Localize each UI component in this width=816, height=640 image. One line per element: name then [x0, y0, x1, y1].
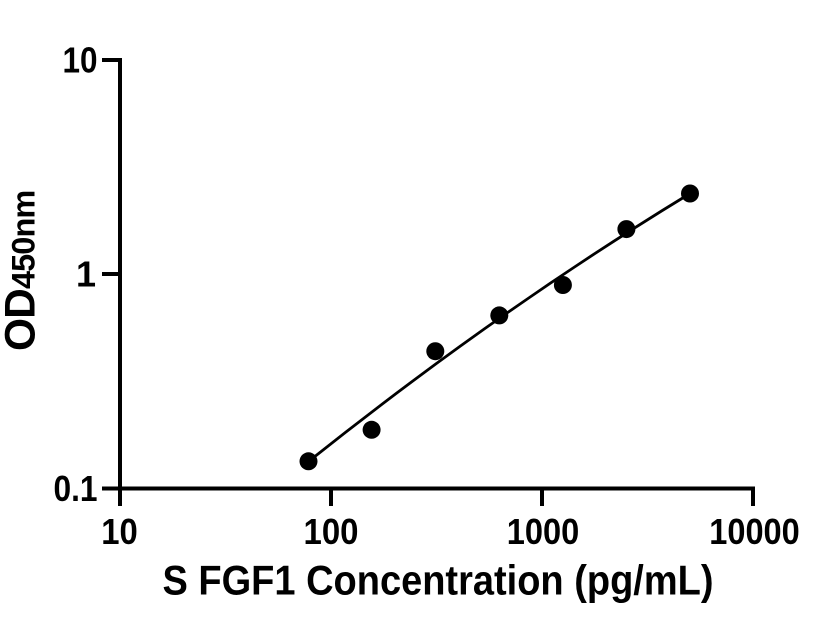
svg-text:10: 10 [63, 40, 98, 81]
svg-text:1: 1 [76, 254, 96, 295]
svg-text:S FGF1 Concentration (pg/mL): S FGF1 Concentration (pg/mL) [163, 557, 714, 604]
svg-text:100: 100 [304, 511, 359, 552]
svg-text:OD450nm: OD450nm [0, 191, 45, 351]
svg-text:10: 10 [101, 511, 138, 552]
svg-text:10000: 10000 [709, 511, 800, 552]
svg-text:1000: 1000 [507, 511, 580, 552]
svg-text:0.1: 0.1 [54, 468, 98, 509]
